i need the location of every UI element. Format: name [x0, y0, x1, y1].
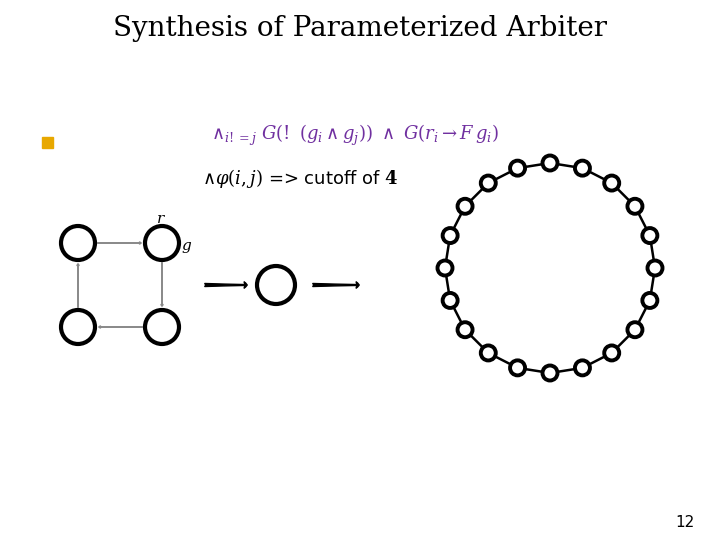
Circle shape: [61, 310, 95, 344]
Circle shape: [542, 156, 557, 171]
Circle shape: [604, 346, 619, 360]
Circle shape: [647, 260, 662, 275]
Text: 12: 12: [676, 515, 695, 530]
Circle shape: [61, 226, 95, 260]
Circle shape: [443, 293, 458, 308]
Circle shape: [627, 322, 642, 337]
Circle shape: [481, 346, 496, 360]
Circle shape: [604, 176, 619, 191]
Circle shape: [257, 266, 295, 304]
Circle shape: [575, 360, 590, 375]
Circle shape: [145, 226, 179, 260]
Circle shape: [145, 310, 179, 344]
Circle shape: [438, 260, 452, 275]
Text: $r$: $r$: [156, 211, 166, 226]
Text: Synthesis of Parameterized Arbiter: Synthesis of Parameterized Arbiter: [113, 15, 607, 42]
Circle shape: [642, 228, 657, 243]
Circle shape: [642, 293, 657, 308]
Circle shape: [510, 160, 525, 176]
Text: $g$: $g$: [181, 240, 192, 255]
Circle shape: [627, 199, 642, 214]
Circle shape: [457, 322, 472, 337]
Text: $\wedge_{i!=j}\ G(!\ (g_i \wedge g_j))\ \wedge\ G(r_i \rightarrow F\,g_i)$: $\wedge_{i!=j}\ G(!\ (g_i \wedge g_j))\ …: [211, 123, 499, 147]
Text: $\wedge\varphi\mathit{(i,j)}$ => cutoff of $\mathbf{4}$: $\wedge\varphi\mathit{(i,j)}$ => cutoff …: [202, 166, 398, 190]
Circle shape: [510, 360, 525, 375]
Circle shape: [575, 160, 590, 176]
Circle shape: [457, 199, 472, 214]
Circle shape: [481, 176, 496, 191]
Circle shape: [443, 228, 458, 243]
Bar: [42, 137, 53, 148]
Circle shape: [542, 366, 557, 381]
